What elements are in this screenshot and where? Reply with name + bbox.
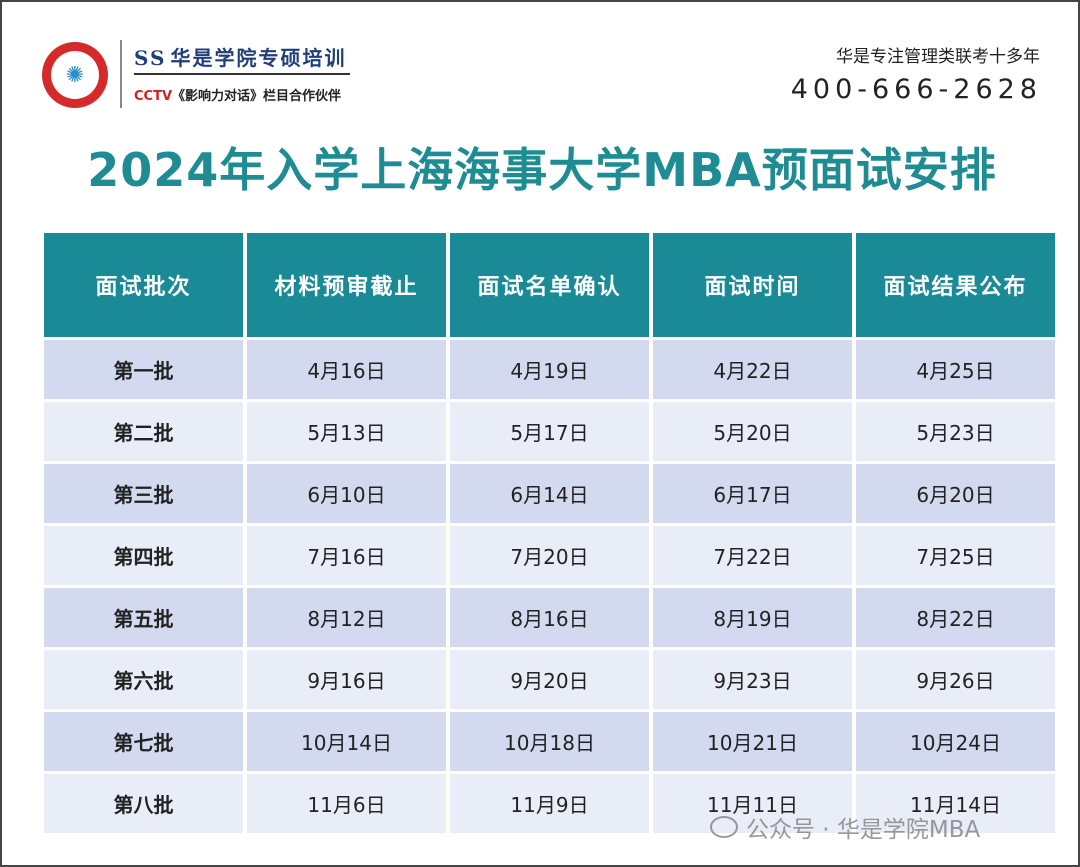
column-header: 面试名单确认 xyxy=(450,233,649,337)
brand-mark: SS xyxy=(134,46,167,70)
table-row: 第三批 6月10日 6月14日 6月17日 6月20日 xyxy=(44,464,1055,523)
wechat-icon xyxy=(710,816,738,838)
date-cell: 11月9日 xyxy=(450,774,649,833)
table-row: 第八批 11月6日 11月9日 11月11日 11月14日 xyxy=(44,774,1055,833)
table-row: 第六批 9月16日 9月20日 9月23日 9月26日 xyxy=(44,650,1055,709)
date-cell: 4月19日 xyxy=(450,340,649,399)
influence-brand-logo: ✺ xyxy=(42,42,108,108)
date-cell: 6月17日 xyxy=(653,464,852,523)
date-cell: 8月16日 xyxy=(450,588,649,647)
date-cell: 10月24日 xyxy=(856,712,1055,771)
batch-cell: 第二批 xyxy=(44,402,243,461)
date-cell: 8月22日 xyxy=(856,588,1055,647)
table-row: 第四批 7月16日 7月20日 7月22日 7月25日 xyxy=(44,526,1055,585)
batch-cell: 第六批 xyxy=(44,650,243,709)
date-cell: 5月17日 xyxy=(450,402,649,461)
date-cell: 6月10日 xyxy=(247,464,446,523)
watermark: 公众号 · 华是学院MBA xyxy=(710,810,980,844)
batch-cell: 第七批 xyxy=(44,712,243,771)
batch-cell: 第一批 xyxy=(44,340,243,399)
page-title: 2024年入学上海海事大学MBA预面试安排 xyxy=(87,143,997,197)
table-header-row: 面试批次 材料预审截止 面试名单确认 面试时间 面试结果公布 xyxy=(44,233,1055,337)
table-row: 第一批 4月16日 4月19日 4月22日 4月25日 xyxy=(44,340,1055,399)
date-cell: 8月12日 xyxy=(247,588,446,647)
divider xyxy=(134,73,350,75)
slogan: 华是专注管理类联考十多年 xyxy=(836,47,1040,67)
batch-cell: 第五批 xyxy=(44,588,243,647)
date-cell: 8月19日 xyxy=(653,588,852,647)
divider xyxy=(120,40,122,108)
date-cell: 7月20日 xyxy=(450,526,649,585)
column-header: 面试结果公布 xyxy=(856,233,1055,337)
date-cell: 4月25日 xyxy=(856,340,1055,399)
swirl-icon: ✺ xyxy=(51,51,99,99)
date-cell: 4月22日 xyxy=(653,340,852,399)
schedule-table: 面试批次 材料预审截止 面试名单确认 面试时间 面试结果公布 第一批 4月16日 4月19日… xyxy=(40,230,1059,836)
date-cell: 9月16日 xyxy=(247,650,446,709)
date-cell: 7月25日 xyxy=(856,526,1055,585)
date-cell: 7月16日 xyxy=(247,526,446,585)
column-header: 材料预审截止 xyxy=(247,233,446,337)
batch-cell: 第四批 xyxy=(44,526,243,585)
brand-title: SS 华是学院专硕培训 xyxy=(134,42,346,71)
column-header: 面试批次 xyxy=(44,233,243,337)
table-row: 第五批 8月12日 8月16日 8月19日 8月22日 xyxy=(44,588,1055,647)
batch-cell: 第八批 xyxy=(44,774,243,833)
date-cell: 11月14日 xyxy=(856,774,1055,833)
date-cell: 11月11日 xyxy=(653,774,852,833)
date-cell: 9月23日 xyxy=(653,650,852,709)
date-cell: 5月20日 xyxy=(653,402,852,461)
cctv-logo: CCTV xyxy=(134,89,173,104)
date-cell: 10月14日 xyxy=(247,712,446,771)
date-cell: 11月6日 xyxy=(247,774,446,833)
phone-number: 400-666-2628 xyxy=(790,74,1042,105)
date-cell: 4月16日 xyxy=(247,340,446,399)
cctv-partner: CCTV《影响力对话》栏目合作伙伴 xyxy=(134,85,341,104)
table-row: 第二批 5月13日 5月17日 5月20日 5月23日 xyxy=(44,402,1055,461)
date-cell: 6月20日 xyxy=(856,464,1055,523)
column-header: 面试时间 xyxy=(653,233,852,337)
partner-text: 《影响力对话》栏目合作伙伴 xyxy=(172,89,342,104)
date-cell: 10月21日 xyxy=(653,712,852,771)
date-cell: 10月18日 xyxy=(450,712,649,771)
date-cell: 6月14日 xyxy=(450,464,649,523)
batch-cell: 第三批 xyxy=(44,464,243,523)
brand-name: 华是学院专硕培训 xyxy=(170,46,347,70)
watermark-text: 公众号 · 华是学院MBA xyxy=(746,817,981,843)
date-cell: 9月20日 xyxy=(450,650,649,709)
table-row: 第七批 10月14日 10月18日 10月21日 10月24日 xyxy=(44,712,1055,771)
date-cell: 7月22日 xyxy=(653,526,852,585)
date-cell: 5月23日 xyxy=(856,402,1055,461)
date-cell: 9月26日 xyxy=(856,650,1055,709)
date-cell: 5月13日 xyxy=(247,402,446,461)
